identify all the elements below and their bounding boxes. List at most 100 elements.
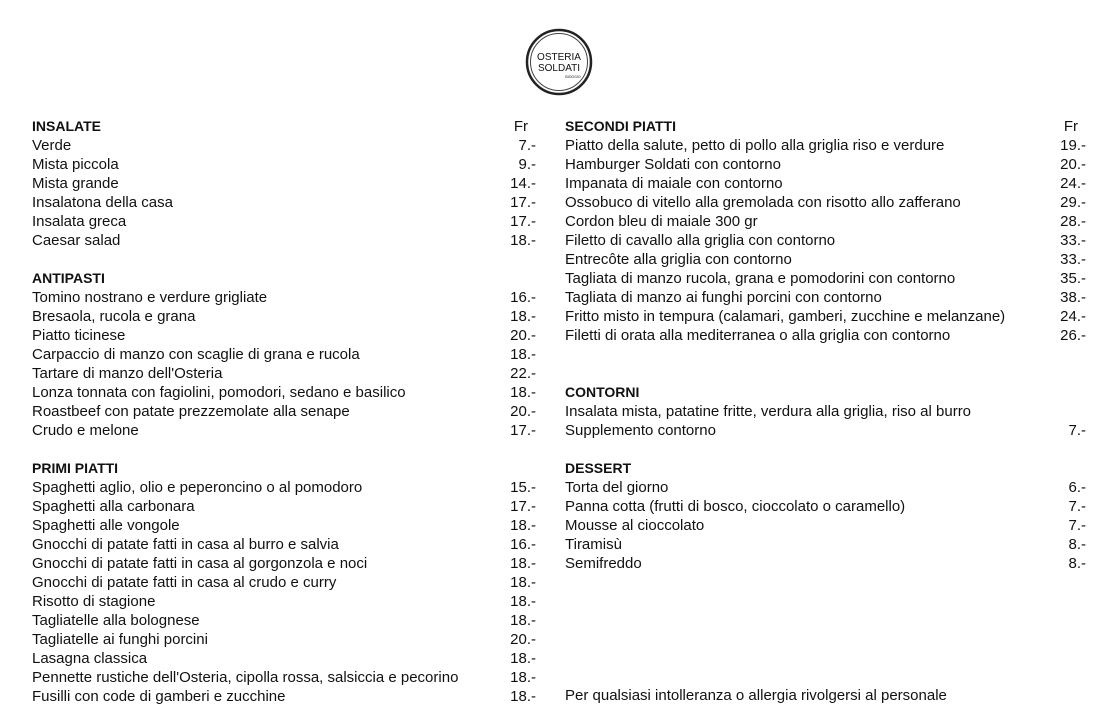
menu-item: Panna cotta (frutti di bosco, cioccolato… — [565, 497, 1086, 516]
menu-item-price: 18.- — [510, 232, 536, 249]
allergy-note: Per qualsiasi intolleranza o allergia ri… — [565, 687, 947, 704]
menu-item-price: 18.- — [510, 688, 536, 705]
menu-item: Bresaola, rucola e grana 18.- — [32, 307, 536, 326]
menu-item: Tagliatelle ai funghi porcini 20.- — [32, 630, 536, 649]
menu-item: Gnocchi di patate fatti in casa al burro… — [32, 535, 536, 554]
menu-item: Carpaccio di manzo con scaglie di grana … — [32, 345, 536, 364]
menu-item-name: Panna cotta (frutti di bosco, cioccolato… — [565, 498, 906, 515]
menu-item-name: Spaghetti alla carbonara — [32, 498, 195, 515]
svg-text:SOLDATI: SOLDATI — [538, 63, 580, 74]
menu-item: Cordon bleu di maiale 300 gr 28.- — [565, 212, 1086, 231]
menu-item-name: Tagliatelle alla bolognese — [32, 612, 200, 629]
menu-item-price: 18.- — [510, 517, 536, 534]
menu-item: Gnocchi di patate fatti in casa al gorgo… — [32, 554, 536, 573]
menu-item-name: Supplemento contorno — [565, 422, 716, 439]
menu-section: PRIMI PIATTI Spaghetti aglio, olio e pepe… — [32, 459, 536, 706]
menu-item: Caesar salad 18.- — [32, 231, 536, 250]
svg-text:BIOGGIO: BIOGGIO — [565, 75, 580, 79]
menu-item-name: Tiramisù — [565, 536, 622, 553]
menu-item-name: Pennette rustiche dell'Osteria, cipolla … — [32, 669, 459, 686]
menu-item: Lasagna classica 18.- — [32, 649, 536, 668]
menu-item-price: 24.- — [1060, 308, 1086, 325]
menu-left-column: INSALATE Fr Verde 7.- Mista piccola 9.- Mista … — [32, 117, 536, 706]
menu-item-price: 18.- — [510, 669, 536, 686]
menu-item-name: Lasagna classica — [32, 650, 148, 667]
menu-item: Insalata greca 17.- — [32, 212, 536, 231]
menu-item: Piatto della salute, petto di pollo alla… — [565, 136, 1086, 155]
menu-item-name: Piatto della salute, petto di pollo alla… — [565, 137, 945, 154]
section-title-text: PRIMI PIATTI — [32, 460, 119, 476]
menu-section: SECONDI PIATTI Fr Piatto della salute, pet… — [565, 117, 1086, 345]
menu-item-name: Fusilli con code di gamberi e zucchine — [32, 688, 286, 705]
menu-item-name: Ossobuco di vitello alla gremolada con r… — [565, 194, 961, 211]
menu-item-price: 16.- — [510, 536, 536, 553]
menu-item-name: Roastbeef con patate prezzemolate alla s… — [32, 403, 350, 420]
menu-item-price: 18.- — [510, 346, 536, 363]
menu-item-name: Mista piccola — [32, 156, 119, 173]
menu-item-name: Piatto ticinese — [32, 327, 126, 344]
menu-item-price: 20.- — [510, 631, 536, 648]
menu-item: Semifreddo 8.- — [565, 554, 1086, 573]
menu-item-name: Lonza tonnata con fagiolini, pomodori, s… — [32, 384, 406, 401]
menu-item-name: Mista grande — [32, 175, 119, 192]
currency-label: Fr — [1063, 118, 1078, 135]
menu-item-name: Impanata di maiale con contorno — [565, 175, 783, 192]
menu-item-price: 33.- — [1060, 251, 1086, 268]
menu-item: Pennette rustiche dell'Osteria, cipolla … — [32, 668, 536, 687]
menu-item-name: Torta del giorno — [565, 479, 669, 496]
menu-item-name: Insalata mista, patatine fritte, verdura… — [565, 403, 972, 420]
menu-item: Lonza tonnata con fagiolini, pomodori, s… — [32, 383, 536, 402]
menu-item: Risotto di stagione 18.- — [32, 592, 536, 611]
menu-item-name: Insalata greca — [32, 213, 127, 230]
menu-item-name: Risotto di stagione — [32, 593, 156, 610]
menu-item: Tagliatelle alla bolognese 18.- — [32, 611, 536, 630]
menu-item: Mousse al cioccolato 7.- — [565, 516, 1086, 535]
menu-item: Tagliata di manzo rucola, grana e pomodo… — [565, 269, 1086, 288]
menu-item-price: 17.- — [510, 498, 536, 515]
menu-item-price: 38.- — [1060, 289, 1086, 306]
menu-item: Hamburger Soldati con contorno 20.- — [565, 155, 1086, 174]
menu-item: Tagliata di manzo ai funghi porcini con … — [565, 288, 1086, 307]
menu-item-price: 8.- — [1068, 536, 1086, 553]
section-title-text: DESSERT — [565, 460, 632, 476]
section-title: CONTORNI — [565, 383, 1086, 402]
menu-item-price: 14.- — [510, 175, 536, 192]
menu-item-price: 15.- — [510, 479, 536, 496]
menu-item-price: 18.- — [510, 612, 536, 629]
menu-item: Ossobuco di vitello alla gremolada con r… — [565, 193, 1086, 212]
menu-item-name: Spaghetti alle vongole — [32, 517, 180, 534]
menu-item: Spaghetti alla carbonara 17.- — [32, 497, 536, 516]
menu-item: Mista piccola 9.- — [32, 155, 536, 174]
menu-item-price: 7.- — [1068, 422, 1086, 439]
section-title-text: CONTORNI — [565, 384, 640, 400]
menu-item-price: 28.- — [1060, 213, 1086, 230]
menu-item-price: 6.- — [1068, 479, 1086, 496]
svg-text:OSTERIA: OSTERIA — [537, 52, 581, 63]
menu-item-name: Verde — [32, 137, 72, 154]
menu-item-name: Tartare di manzo dell'Osteria — [32, 365, 223, 382]
menu-item-name: Tomino nostrano e verdure grigliate — [32, 289, 268, 306]
menu-item-price: 35.- — [1060, 270, 1086, 287]
menu-item-price: 18.- — [510, 308, 536, 325]
menu-item-name: Gnocchi di patate fatti in casa al gorgo… — [32, 555, 368, 572]
menu-item: Crudo e melone 17.- — [32, 421, 536, 440]
menu-item-price: 7.- — [518, 137, 536, 154]
menu-item-price: 7.- — [1068, 498, 1086, 515]
menu-item-price: 24.- — [1060, 175, 1086, 192]
menu-item-name: Caesar salad — [32, 232, 121, 249]
menu-item: Gnocchi di patate fatti in casa al crudo… — [32, 573, 536, 592]
menu-item-name: Fritto misto in tempura (calamari, gambe… — [565, 308, 1006, 325]
menu-item-price: 18.- — [510, 593, 536, 610]
menu-section: DESSERT Torta del giorno 6.- Panna cotta (f… — [565, 459, 1086, 573]
menu-item: Tiramisù 8.- — [565, 535, 1086, 554]
menu-item-name: Tagliata di manzo ai funghi porcini con … — [565, 289, 882, 306]
menu-right-column: SECONDI PIATTI Fr Piatto della salute, pet… — [565, 117, 1086, 573]
menu-item-price: 20.- — [510, 327, 536, 344]
osteria-soldati-logo: OSTERIA SOLDATI BIOGGIO — [524, 27, 594, 97]
menu-item-name: Gnocchi di patate fatti in casa al burro… — [32, 536, 339, 553]
menu-item-name: Filetti di orata alla mediterranea o all… — [565, 327, 951, 344]
menu-item-price: 29.- — [1060, 194, 1086, 211]
section-title: INSALATE Fr — [32, 117, 536, 136]
section-title-text: INSALATE — [32, 118, 101, 134]
menu-item: Insalata mista, patatine fritte, verdura… — [565, 402, 1086, 421]
